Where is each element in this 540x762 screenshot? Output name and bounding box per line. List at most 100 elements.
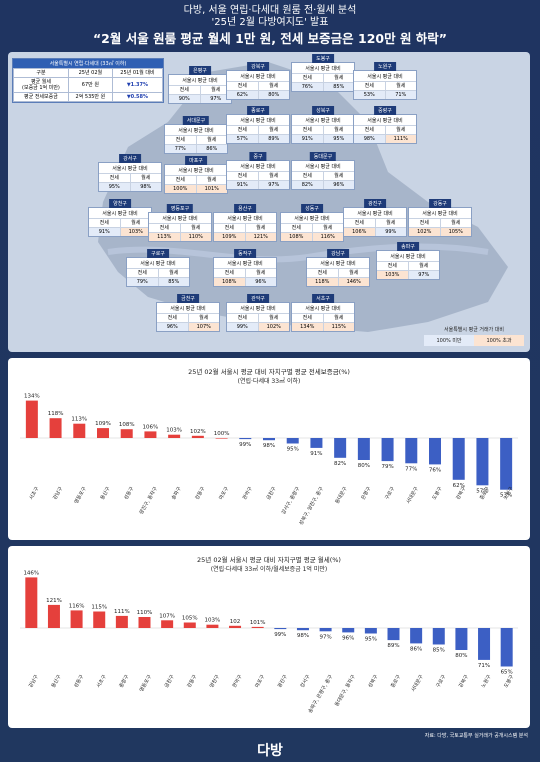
district-jeonse-label: 전세 bbox=[292, 172, 324, 181]
district-jeonse-value: 102% bbox=[409, 228, 441, 236]
header-line2: '25년 2월 다방여지도' 발표 bbox=[211, 17, 329, 28]
bar bbox=[144, 431, 157, 438]
bar-value-label: 77% bbox=[405, 466, 417, 472]
district-wolse-value: 85% bbox=[323, 83, 354, 91]
district-card: 송파구 서울시 평균 대비 전세 월세 103% 97% bbox=[376, 242, 440, 280]
district-card: 동작구 서울시 평균 대비 전세 월세 108% 96% bbox=[213, 249, 277, 287]
category-label: 금천구 bbox=[163, 673, 176, 689]
bar bbox=[161, 620, 174, 628]
district-wolse-value: 103% bbox=[120, 228, 151, 236]
bar bbox=[25, 400, 38, 438]
district-sub: 서울시 평균 대비 bbox=[157, 303, 219, 314]
bar-value-label: 95% bbox=[365, 637, 377, 643]
category-label: 도봉구 bbox=[432, 486, 444, 501]
district-jeonse-label: 전세 bbox=[165, 136, 197, 145]
district-jeonse-value: 82% bbox=[292, 181, 324, 189]
category-label: 영등포구 bbox=[73, 485, 88, 505]
district-name: 광진구 bbox=[364, 199, 386, 208]
category-label: 서초구 bbox=[28, 485, 41, 501]
summary-rent-label2: (보증금 1억 미만) bbox=[22, 85, 60, 91]
district-wolse-label: 월세 bbox=[323, 172, 354, 181]
district-jeonse-label: 전세 bbox=[169, 86, 201, 95]
category-label: 송파구, 은평구, 중구 bbox=[307, 673, 335, 714]
district-name: 노원구 bbox=[374, 62, 396, 71]
category-label: 성동구 bbox=[72, 673, 85, 689]
district-jeonse-value: 99% bbox=[227, 323, 259, 331]
district-sub: 서울시 평균 대비 bbox=[409, 208, 471, 219]
bar bbox=[357, 438, 370, 460]
jeonse-chart-panel: 25년 02월 서울시 평균 대비 자치구별 평균 전세보증금(%) (연립·다… bbox=[8, 358, 530, 540]
district-card: 용산구 서울시 평균 대비 전세 월세 109% 121% bbox=[213, 204, 277, 242]
district-wolse-label: 월세 bbox=[258, 172, 289, 181]
district-wolse-value: 102% bbox=[258, 323, 289, 331]
district-jeonse-value: 118% bbox=[307, 278, 339, 286]
district-jeonse-value: 109% bbox=[214, 233, 246, 241]
district-sub: 서울시 평균 대비 bbox=[165, 165, 227, 176]
bar bbox=[286, 438, 299, 444]
district-sub: 서울시 평균 대비 bbox=[227, 71, 289, 82]
category-label: 강남구 bbox=[27, 673, 40, 689]
district-wolse-label: 월세 bbox=[188, 314, 219, 323]
district-wolse-label: 월세 bbox=[375, 219, 406, 228]
bar-value-label: 108% bbox=[119, 422, 135, 428]
bar bbox=[310, 438, 323, 448]
bar bbox=[97, 428, 109, 438]
district-jeonse-label: 전세 bbox=[165, 176, 197, 185]
district-jeonse-label: 전세 bbox=[409, 219, 441, 228]
district-card: 광진구 서울시 평균 대비 전세 월세 106% 99% bbox=[343, 199, 407, 237]
district-name: 서대문구 bbox=[182, 116, 210, 125]
district-wolse-value: 97% bbox=[200, 95, 231, 103]
district-wolse-label: 월세 bbox=[258, 82, 289, 91]
district-card: 중구 서울시 평균 대비 전세 월세 91% 97% bbox=[226, 152, 290, 190]
bar-value-label: 82% bbox=[334, 461, 346, 467]
district-sub: 서울시 평균 대비 bbox=[354, 115, 416, 126]
district-wolse-label: 월세 bbox=[200, 86, 231, 95]
bar-value-label: 111% bbox=[114, 609, 130, 615]
summary-rent-label1: 평균 월세 bbox=[30, 79, 51, 85]
district-sub: 서울시 평균 대비 bbox=[292, 161, 354, 172]
bar bbox=[478, 628, 491, 660]
summary-jeonse-change: ▼0.58% bbox=[111, 92, 164, 102]
district-jeonse-label: 전세 bbox=[344, 219, 376, 228]
category-label: 동대문구 bbox=[334, 485, 349, 505]
dabang-logo: 다방 bbox=[257, 743, 283, 759]
bar bbox=[47, 604, 60, 628]
district-name: 중구 bbox=[249, 152, 267, 161]
district-jeonse-label: 전세 bbox=[214, 269, 246, 278]
district-jeonse-label: 전세 bbox=[292, 126, 324, 135]
district-sub: 서울시 평균 대비 bbox=[377, 251, 439, 262]
district-jeonse-value: 108% bbox=[214, 278, 246, 286]
district-jeonse-label: 전세 bbox=[127, 269, 159, 278]
district-jeonse-value: 57% bbox=[227, 135, 259, 143]
bar-value-label: 62% bbox=[453, 483, 465, 489]
district-name: 관악구 bbox=[247, 294, 269, 303]
district-jeonse-value: 100% bbox=[165, 185, 197, 193]
bar bbox=[342, 628, 355, 633]
district-wolse-value: 71% bbox=[385, 91, 416, 99]
bar-value-label: 102 bbox=[230, 619, 241, 625]
bar-value-label: 103% bbox=[205, 618, 221, 624]
district-jeonse-label: 전세 bbox=[157, 314, 189, 323]
district-name: 영등포구 bbox=[166, 204, 194, 213]
district-card: 은평구 서울시 평균 대비 전세 월세 90% 97% bbox=[168, 66, 232, 104]
wolse-chart-title: 25년 02월 서울시 평균 대비 자치구별 평균 월세(%) bbox=[197, 556, 341, 564]
headline: “2월 서울 원룸 평균 월세 1만 원, 전세 보증금은 120만 원 하락” bbox=[92, 31, 448, 46]
district-wolse-label: 월세 bbox=[338, 269, 369, 278]
category-label: 강남구 bbox=[51, 485, 64, 501]
category-label: 양천구 bbox=[208, 673, 221, 689]
category-label: 강동구 bbox=[194, 485, 207, 501]
district-jeonse-value: 103% bbox=[377, 271, 409, 279]
bar bbox=[191, 435, 204, 438]
district-wolse-value: 101% bbox=[196, 185, 227, 193]
category-label: 송파구 bbox=[170, 485, 183, 501]
bar bbox=[120, 429, 133, 438]
district-card: 강북구 서울시 평균 대비 전세 월세 62% 80% bbox=[226, 62, 290, 100]
category-label: 용산구 bbox=[99, 485, 112, 501]
district-name: 동대문구 bbox=[309, 152, 337, 161]
bar-value-label: 103% bbox=[166, 428, 182, 434]
category-label: 동대문구, 동작구 bbox=[333, 673, 357, 707]
district-jeonse-value: 95% bbox=[99, 183, 131, 191]
district-wolse-label: 월세 bbox=[196, 136, 227, 145]
category-label: 성북구 bbox=[367, 673, 380, 689]
